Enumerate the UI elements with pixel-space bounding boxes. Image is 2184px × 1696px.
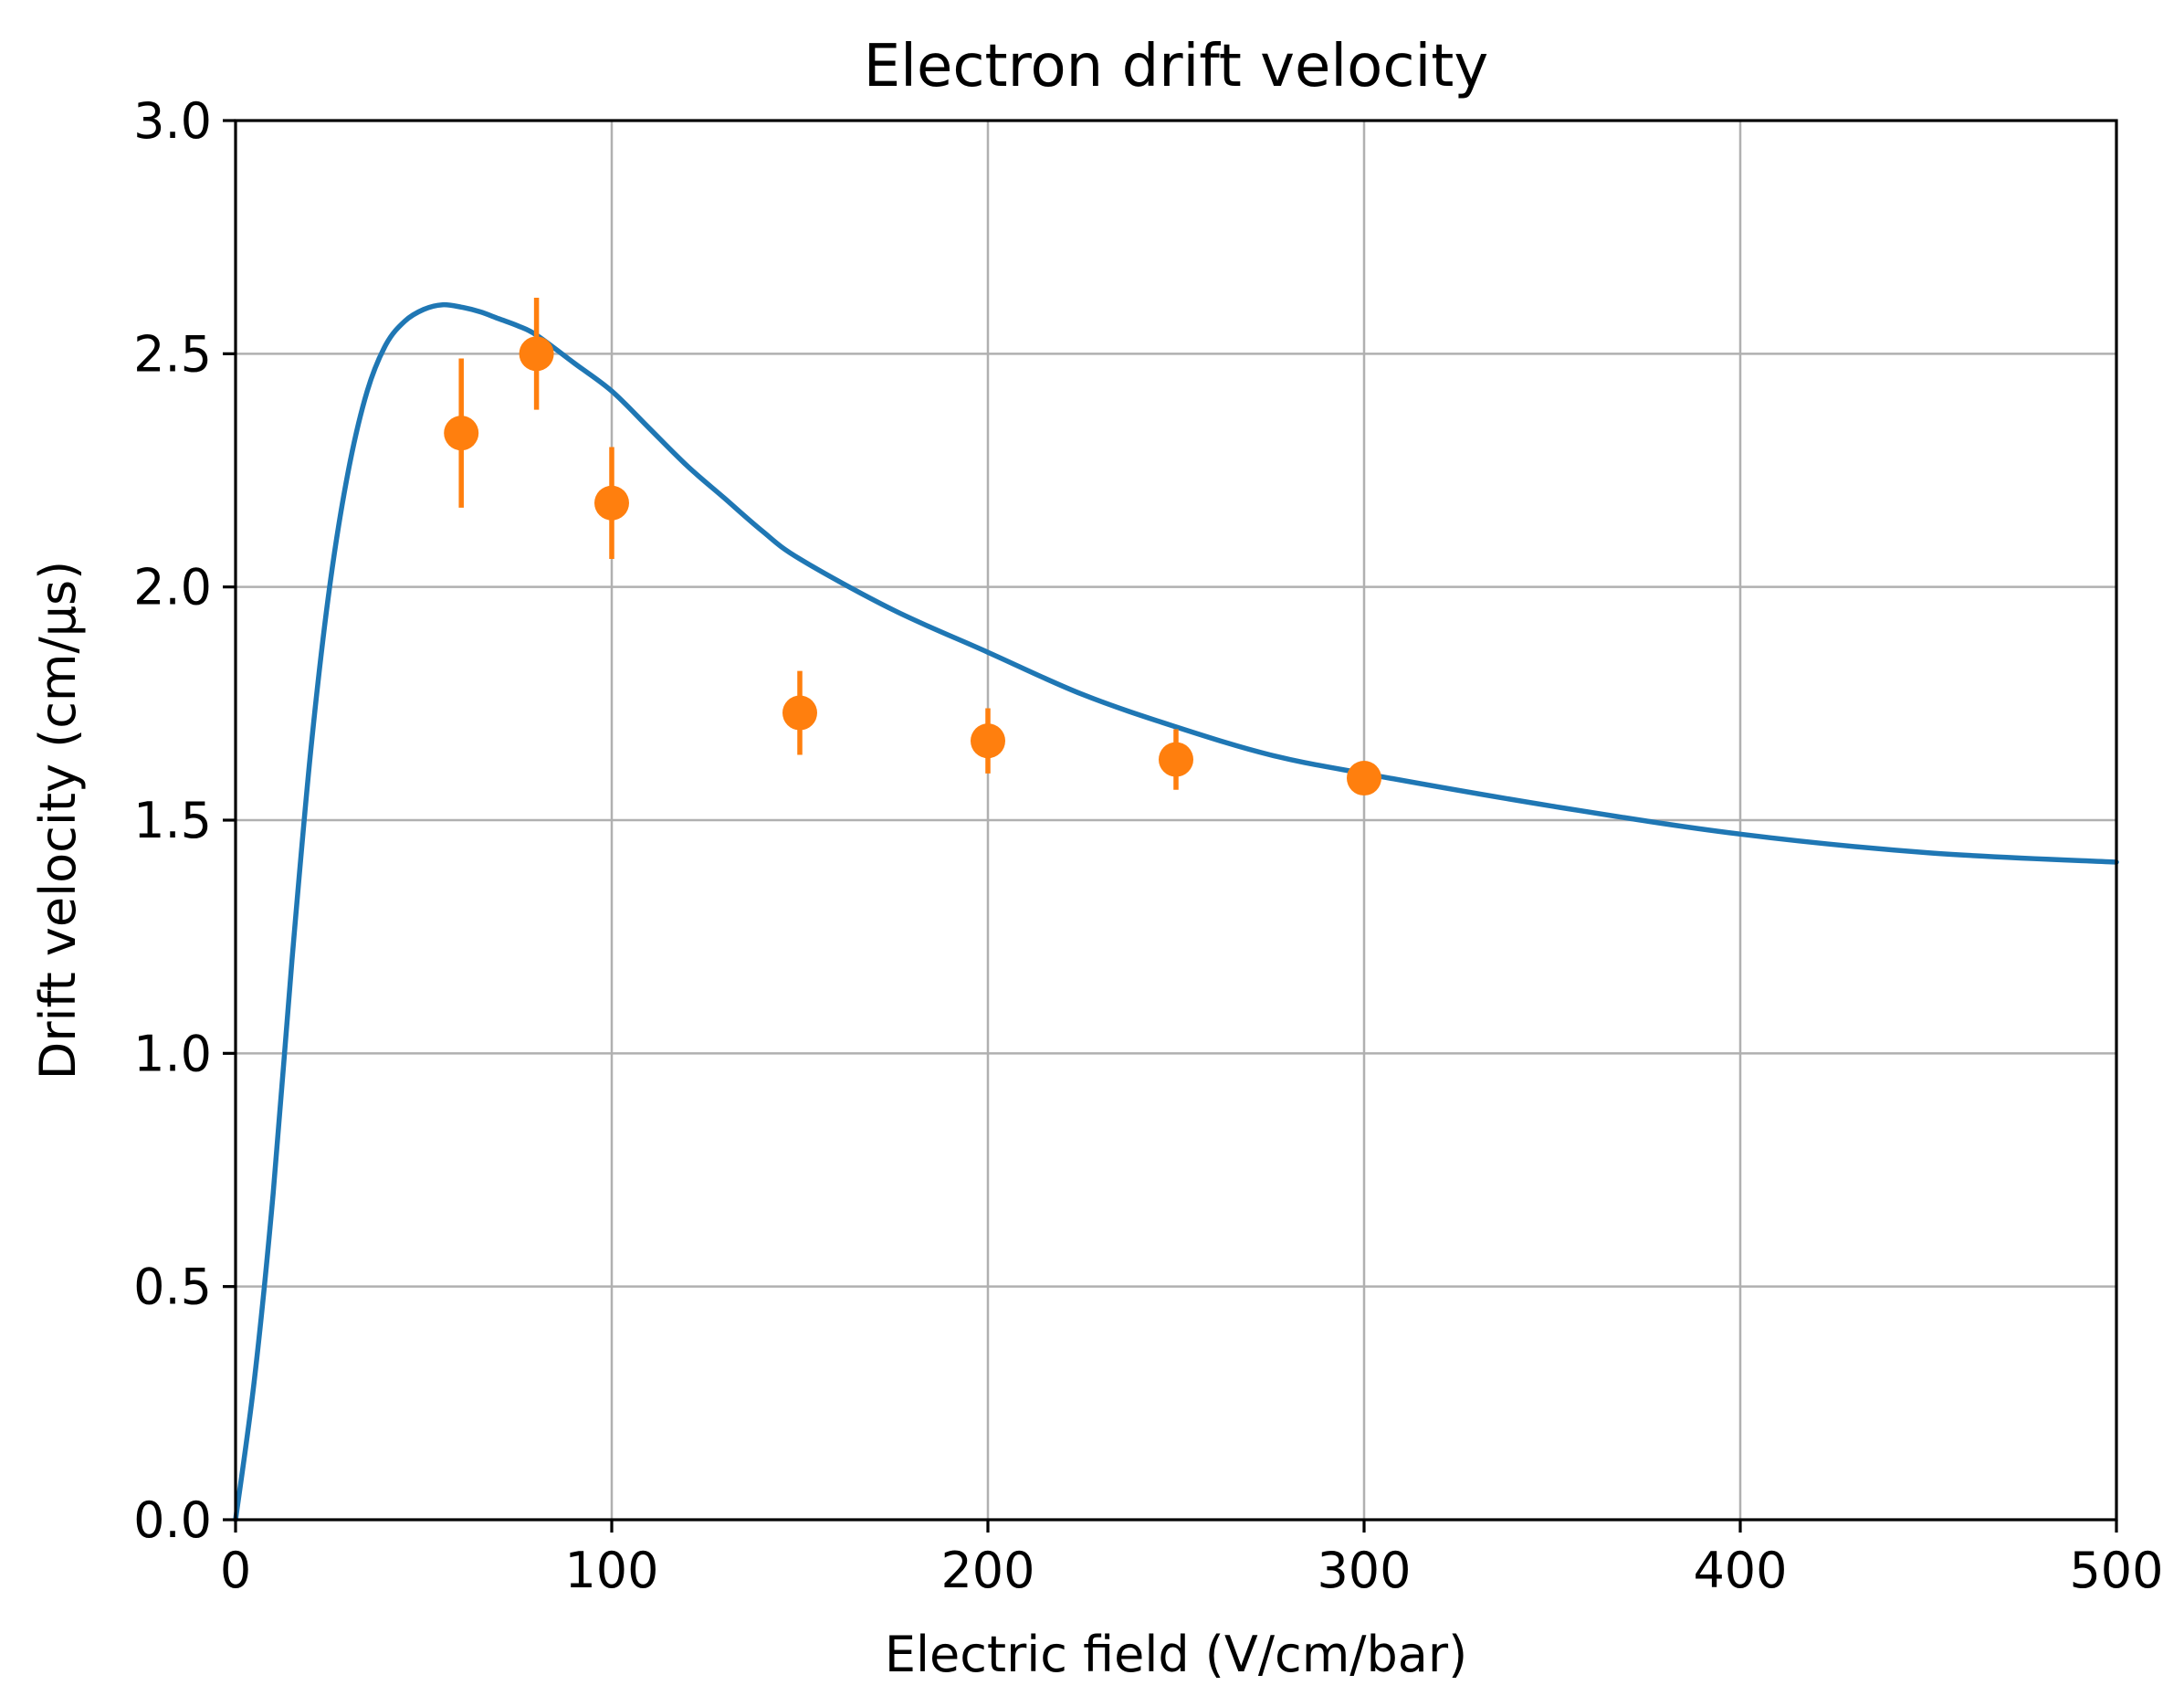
y-tick-label: 2.5 xyxy=(133,325,212,383)
data-point xyxy=(444,416,479,451)
x-tick-label: 200 xyxy=(940,1542,1034,1599)
x-tick-label: 0 xyxy=(220,1542,251,1599)
y-tick-label: 2.0 xyxy=(133,559,212,616)
data-point xyxy=(1347,761,1381,796)
y-tick-label: 0.5 xyxy=(133,1259,212,1316)
ticks: 0 100 200 300 400 500 0.0 0.5 1.0 1.5 2.0 2.5 3.0 xyxy=(133,92,2163,1599)
x-axis-label: Electric field (V/cm/bar) xyxy=(885,1626,1467,1683)
y-axis-label: Drift velocity (cm/µs) xyxy=(29,561,87,1080)
data-point xyxy=(782,695,817,731)
y-tick-label: 1.0 xyxy=(133,1025,212,1082)
y-tick-label: 0.0 xyxy=(133,1491,212,1549)
x-tick-label: 100 xyxy=(564,1542,658,1599)
data-point xyxy=(519,336,554,372)
data-point xyxy=(594,485,629,521)
data-point xyxy=(971,723,1005,759)
model-curve xyxy=(233,301,2119,1522)
y-tick-label: 1.5 xyxy=(133,792,212,849)
plot-area xyxy=(233,298,2119,1522)
grid xyxy=(234,119,2118,1522)
y-tick-label: 3.0 xyxy=(133,92,212,150)
x-tick-label: 500 xyxy=(2069,1542,2163,1599)
x-tick-label: 300 xyxy=(1317,1542,1411,1599)
x-tick-label: 400 xyxy=(1693,1542,1787,1599)
chart-title: Electron drift velocity xyxy=(864,33,1489,100)
data-point xyxy=(1159,742,1193,777)
